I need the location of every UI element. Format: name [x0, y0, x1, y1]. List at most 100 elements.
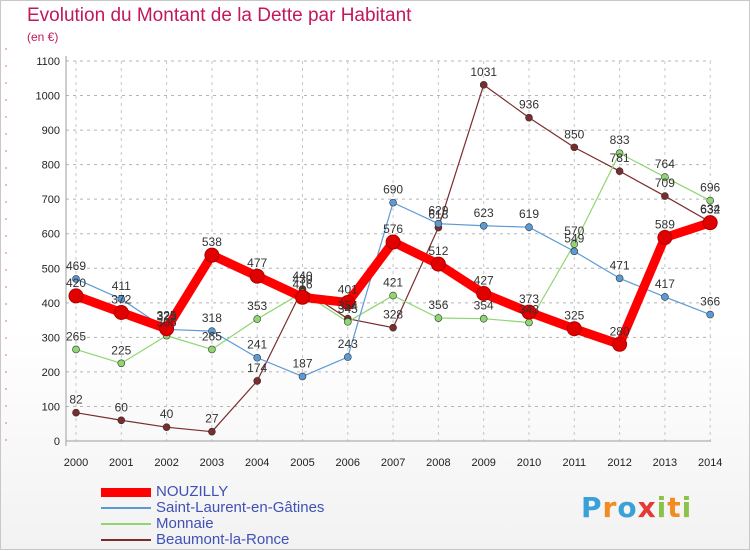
data-point [434, 219, 443, 228]
data-label: 690 [383, 183, 403, 197]
data-point [702, 215, 718, 231]
data-point [385, 234, 401, 250]
data-label: 354 [338, 299, 358, 313]
chart-title: Evolution du Montant de la Dette par Hab… [27, 5, 412, 26]
data-label: 1031 [470, 65, 497, 79]
data-label: 225 [111, 343, 131, 357]
data-point [706, 196, 715, 205]
data-point [117, 416, 126, 425]
data-label: 325 [157, 309, 177, 323]
data-label: 576 [383, 222, 403, 236]
data-point [389, 291, 397, 300]
data-point [113, 304, 129, 320]
legend-item-monnaie: Monnaie [101, 516, 401, 532]
data-label: 243 [338, 337, 358, 351]
data-point [612, 336, 628, 352]
data-point [295, 289, 310, 305]
data-label: 305 [157, 316, 177, 330]
data-label: 709 [655, 176, 675, 190]
legend-label: Saint-Laurent-en-Gâtines [156, 499, 325, 516]
x-tick-label: 2005 [290, 457, 314, 469]
x-tick-label: 2000 [64, 457, 88, 469]
data-point [521, 304, 537, 320]
data-label: 623 [474, 206, 494, 220]
proxiti-logo: Proxiti [581, 491, 692, 524]
data-label: 430 [292, 272, 312, 286]
x-tick-label: 2013 [653, 457, 677, 469]
data-point [525, 113, 533, 122]
data-label: 187 [292, 356, 312, 370]
data-label: 416 [292, 277, 312, 291]
y-tick-label: 800 [42, 160, 60, 172]
data-label: 764 [655, 157, 675, 171]
logo-letter: i [656, 491, 668, 524]
data-label: 440 [292, 269, 312, 283]
data-point [661, 192, 669, 200]
data-point [253, 353, 262, 362]
data-point [253, 315, 262, 323]
data-label: 401 [338, 282, 358, 296]
data-label: 265 [202, 329, 222, 343]
data-label: 570 [564, 224, 584, 238]
data-label: 323 [157, 309, 177, 323]
data-point [208, 327, 216, 335]
logo-letter: P [581, 491, 603, 524]
data-label: 618 [428, 208, 448, 222]
data-point [298, 372, 307, 381]
logo-letter: o [617, 491, 638, 524]
data-point [72, 408, 80, 417]
logo-letter: t [667, 491, 682, 524]
data-label: 373 [519, 292, 539, 306]
data-label: 354 [474, 299, 494, 313]
data-label: 469 [66, 259, 86, 273]
data-point [68, 288, 84, 304]
legend: NOUZILLY Saint-Laurent-en-Gâtines Monnai… [101, 484, 401, 548]
logo-letter: i [681, 491, 693, 524]
data-point [479, 81, 488, 89]
data-label: 27 [205, 412, 219, 426]
data-label: 328 [383, 308, 403, 322]
data-point [661, 173, 669, 181]
data-point [434, 314, 443, 322]
data-label: 629 [428, 204, 448, 218]
data-label: 241 [247, 338, 267, 352]
data-point [476, 285, 492, 301]
x-tick-label: 2003 [200, 457, 224, 469]
data-label: 40 [160, 407, 174, 421]
data-point [72, 275, 80, 283]
data-point [525, 318, 533, 327]
data-label: 366 [700, 295, 720, 309]
data-label: 280 [610, 324, 630, 338]
legend-item-nouzilly: NOUZILLY [101, 484, 401, 500]
legend-label: Beaumont-la-Ronce [156, 531, 290, 548]
legend-swatch-nouzilly [101, 487, 151, 497]
y-tick-label: 200 [42, 367, 60, 379]
data-label: 353 [247, 299, 267, 313]
data-point [117, 359, 126, 368]
data-point [159, 321, 175, 337]
data-label: 265 [66, 329, 86, 343]
data-label: 781 [610, 151, 630, 165]
data-label: 421 [383, 276, 403, 290]
data-point [661, 293, 669, 301]
data-point [253, 377, 262, 385]
x-tick-label: 2008 [426, 457, 450, 469]
data-label: 411 [112, 279, 131, 293]
legend-swatch-beaumont [101, 539, 151, 541]
data-point [72, 345, 80, 354]
y-tick-label: 700 [42, 194, 60, 206]
legend-item-beaumont: Beaumont-la-Ronce [101, 532, 401, 548]
x-tick-label: 2009 [471, 457, 495, 469]
data-point [389, 323, 397, 332]
data-label: 343 [519, 303, 539, 317]
data-label: 589 [655, 218, 675, 232]
y-tick-label: 300 [42, 332, 60, 344]
data-label: 850 [564, 127, 584, 141]
data-label: 634 [700, 202, 720, 216]
data-point [566, 321, 582, 337]
x-tick-label: 2001 [109, 457, 133, 469]
x-tick-label: 2006 [336, 457, 360, 469]
x-tick-label: 2004 [245, 457, 269, 469]
data-label: 538 [202, 235, 222, 249]
